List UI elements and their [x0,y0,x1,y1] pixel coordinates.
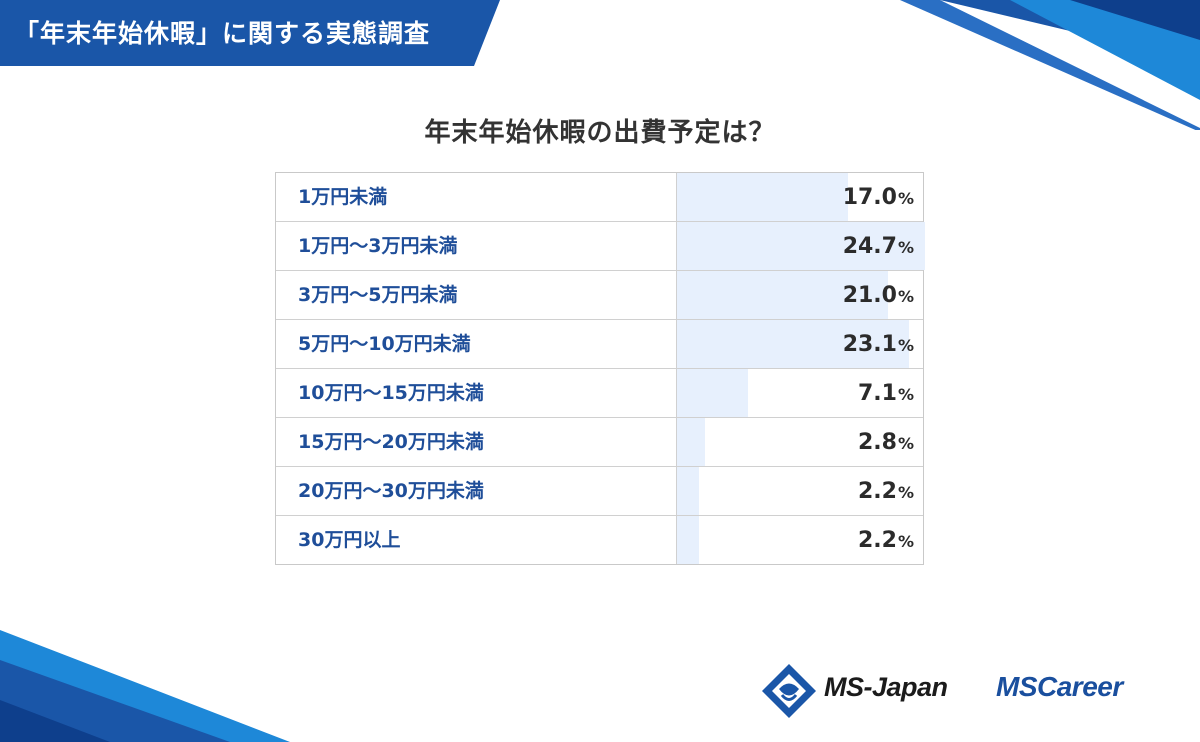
bar-cell: 23.1% [676,320,924,368]
value-label: 2.2% [858,516,914,566]
table-row: 20万円～30万円未満 2.2% [276,467,923,516]
value-bar [677,467,699,515]
value-bar [677,222,925,270]
value-number: 7.1 [857,381,897,406]
value-number: 23.1 [842,332,897,357]
table-row: 5万円～10万円未満 23.1% [276,320,923,369]
table-row: 15万円～20万円未満 2.8% [276,418,923,467]
ms-japan-logo-mark [762,664,816,718]
bar-cell: 2.2% [676,516,924,564]
percent-unit: % [897,238,914,257]
percent-unit: % [897,385,914,404]
value-bar [677,320,909,368]
bar-cell: 7.1% [676,369,924,417]
logos: MS-Japan MSCareer [760,658,1180,728]
value-number: 21.0 [842,283,897,308]
percent-unit: % [897,532,914,551]
value-bar [677,173,848,221]
percent-unit: % [897,287,914,306]
value-label: 23.1% [843,320,914,370]
decoration-bottom-left [0,630,290,742]
header-banner: 「年末年始休暇」に関する実態調査 [0,0,500,66]
table-row: 30万円以上 2.2% [276,516,923,564]
category-label: 15万円～20万円未満 [298,431,484,453]
category-label: 1万円未満 [298,186,388,208]
bar-cell: 21.0% [676,271,924,319]
bar-cell: 17.0% [676,173,924,221]
value-bar [677,369,748,417]
percent-unit: % [897,434,914,453]
category-label: 5万円～10万円未満 [298,333,471,355]
value-bar [677,271,888,319]
bar-cell: 24.7% [676,222,925,272]
value-label: 17.0% [843,173,914,223]
value-bar [677,418,705,466]
value-bar [677,516,699,564]
value-label: 7.1% [858,369,914,419]
category-label: 1万円～3万円未満 [298,235,458,257]
category-label: 20万円～30万円未満 [298,480,484,502]
ms-career-logo-text: MSCareer [996,671,1123,702]
value-number: 17.0 [842,185,897,210]
table-row: 10万円～15万円未満 7.1% [276,369,923,418]
expense-table: 1万円未満 17.0% 1万円～3万円未満 24.7% 3万円～5万円未満 21.0% 5万… [275,172,925,565]
table-row: 1万円～3万円未満 24.7% [276,222,925,272]
survey-title: 「年末年始休暇」に関する実態調査 [14,19,431,48]
category-label: 10万円～15万円未満 [298,382,484,404]
value-label: 2.8% [858,418,914,468]
bar-cell: 2.2% [676,467,924,515]
category-label: 30万円以上 [298,529,401,551]
table-row: 3万円～5万円未満 21.0% [276,271,923,320]
category-label: 3万円～5万円未満 [298,284,458,306]
bar-cell: 2.8% [676,418,924,466]
table-row: 1万円未満 17.0% [276,173,923,222]
chart-title: 年末年始休暇の出費予定は？ [424,118,776,148]
value-number: 24.7 [842,234,897,259]
value-label: 21.0% [843,271,914,321]
header-banner-shape [0,0,500,66]
percent-unit: % [897,483,914,502]
value-number: 2.2 [857,528,897,553]
value-label: 2.2% [858,467,914,517]
value-number: 2.2 [857,479,897,504]
ms-japan-logo-text: MS-Japan [824,672,948,702]
percent-unit: % [897,189,914,208]
value-label: 24.7% [843,222,914,272]
value-number: 2.8 [857,430,897,455]
percent-unit: % [897,336,914,355]
decoration-top-right [900,0,1200,130]
